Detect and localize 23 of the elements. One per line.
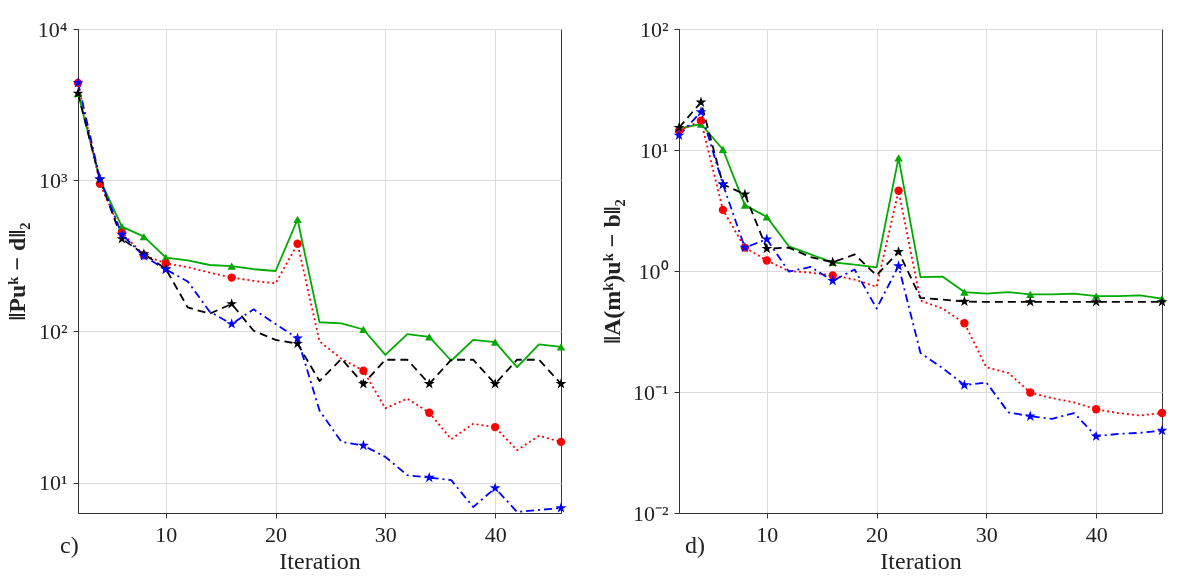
- y-axis-title: ‖A(mᵏ)uᵏ − b‖₂: [598, 199, 625, 344]
- x-tick-label: 40: [1085, 521, 1108, 547]
- y-tick-label: 10⁴: [37, 16, 68, 42]
- x-axis-title: Iteration: [880, 547, 962, 574]
- x-axis-title: Iteration: [279, 547, 361, 574]
- y-tick-label: 10³: [38, 167, 68, 193]
- y-tick-label: 10¹: [38, 470, 68, 496]
- y-axis-title: ‖Puᵏ − d‖₂: [3, 222, 30, 321]
- y-tick-label: 10⁻²: [632, 500, 669, 526]
- x-tick-label: 20: [265, 521, 288, 547]
- x-tick-label: 40: [484, 521, 507, 547]
- x-tick-label: 10: [155, 521, 178, 547]
- text: d): [685, 532, 705, 559]
- x-tick-label: 30: [975, 521, 998, 547]
- y-tick-label: 10²: [38, 318, 68, 344]
- x-tick-label: 20: [866, 521, 889, 547]
- x-tick-label: 10: [756, 521, 779, 547]
- text: c): [60, 532, 79, 559]
- y-tick-label: 10²: [639, 16, 669, 42]
- x-tick-label: 30: [374, 521, 397, 547]
- y-tick-label: 10⁻¹: [632, 379, 669, 405]
- y-tick-label: 10¹: [639, 137, 669, 163]
- y-tick-label: 10⁰: [638, 258, 669, 284]
